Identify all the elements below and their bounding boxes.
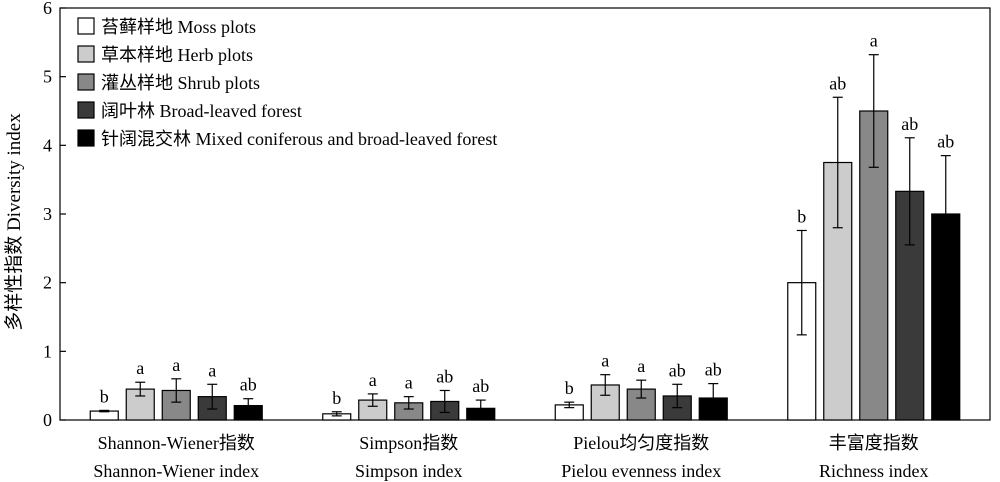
legend-swatch (77, 73, 95, 91)
x-tick-label-en: Richness index (819, 461, 929, 481)
legend-swatch (77, 101, 95, 119)
x-tick-label-en: Pielou evenness index (561, 461, 721, 481)
legend-swatch (77, 17, 95, 35)
significance-label: a (136, 358, 144, 378)
significance-label: ab (705, 360, 722, 380)
x-tick-label-en: Shannon-Wiener index (93, 461, 259, 481)
axes: 0 1 2 3 4 5 6 Shannon-Wiener指数 Shannon-Wiener in… (43, 0, 991, 481)
significance-label: ab (669, 360, 686, 380)
legend: 苔藓样地 Moss plots 草本样地 Herb plots 灌丛样地 Shrub… (77, 17, 497, 149)
significance-label: a (870, 31, 878, 51)
significance-label: a (208, 360, 216, 380)
bar (125, 388, 155, 421)
significance-label: a (601, 351, 609, 371)
significance-label: ab (436, 366, 453, 386)
y-tick-label: 6 (43, 0, 52, 18)
legend-label: 灌丛样地 Shrub plots (101, 73, 260, 93)
legend-label: 苔藓样地 Moss plots (101, 17, 256, 37)
significance-label: a (637, 356, 645, 376)
x-tick-label: Pielou均匀度指数 (573, 433, 709, 453)
significance-label: b (332, 388, 341, 408)
y-axis-label: 多样性指数 Diversity index (3, 113, 25, 331)
x-tick-label: 丰富度指数 (829, 433, 919, 453)
x-tick-label-en: Simpson index (355, 461, 463, 481)
legend-swatch (77, 129, 95, 147)
significance-label: ab (240, 375, 257, 395)
significance-label: a (369, 370, 377, 390)
bar (895, 190, 925, 421)
significance-label: a (172, 355, 180, 375)
significance-label: b (100, 386, 109, 406)
legend-label: 针阔混交林 Mixed coniferous and broad-leaved … (101, 129, 497, 149)
significance-label: ab (472, 376, 489, 396)
legend-label: 阔叶林 Broad-leaved forest (101, 101, 302, 121)
significance-label: a (405, 373, 413, 393)
significance-label: ab (829, 73, 846, 93)
significance-label: b (797, 206, 806, 226)
significance-label: ab (937, 132, 954, 152)
y-tick-label: 1 (43, 341, 52, 361)
significance-label: b (565, 378, 574, 398)
legend-swatch (77, 45, 95, 63)
y-tick-label: 4 (43, 135, 52, 155)
bar (89, 410, 119, 421)
y-tick-label: 3 (43, 204, 52, 224)
y-tick-label: 2 (43, 273, 52, 293)
x-tick-label: Simpson指数 (359, 433, 458, 453)
significance-label: ab (901, 114, 918, 134)
y-tick-label: 0 (43, 410, 52, 430)
x-tick-label: Shannon-Wiener指数 (98, 433, 255, 453)
legend-label: 草本样地 Herb plots (101, 45, 253, 65)
y-tick-label: 5 (43, 67, 52, 87)
